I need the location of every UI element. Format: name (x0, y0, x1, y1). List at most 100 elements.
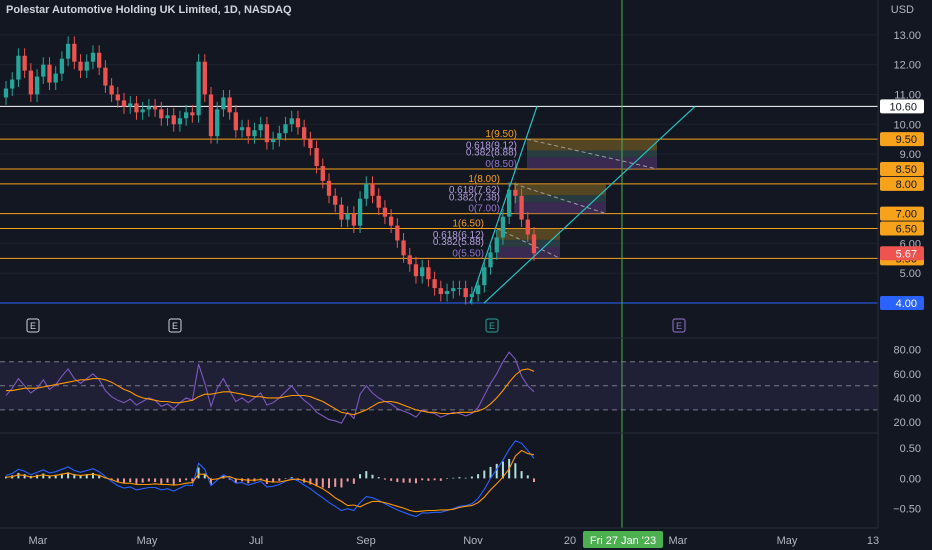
candle-body (513, 189, 518, 196)
time-tick-label: 13 (867, 535, 879, 547)
macd-histogram-bar (98, 474, 101, 479)
time-axis[interactable]: Mar May Jul Sep Nov 20 Mar May 13 Fri 27 Jan '23 (0, 527, 879, 548)
chart-title: Polestar Automotive Holding UK Limited, … (6, 4, 292, 16)
candle-body (252, 130, 257, 137)
trendlines[interactable] (469, 105, 696, 304)
macd-histogram-bar (42, 473, 45, 479)
candle-body (283, 124, 288, 134)
candle-body (72, 43, 77, 62)
rsi-pane (0, 337, 878, 424)
fib-zone-lower (527, 157, 657, 169)
macd-histogram-bar (315, 478, 318, 487)
macd-histogram-bar (464, 477, 467, 479)
fib-label: 0.618(6.12) (433, 230, 484, 241)
price-level-badge-label: 4.00 (896, 298, 917, 310)
macd-histogram-bar (160, 478, 163, 484)
candle-body (34, 76, 40, 95)
candle-body (115, 94, 120, 101)
price-tick-label: 10.00 (893, 119, 921, 131)
candle-body (345, 213, 350, 220)
macd-histogram-bar (365, 471, 368, 479)
fib-zone-middle (514, 195, 606, 203)
macd-histogram-bar (334, 478, 337, 487)
candle-body (165, 115, 170, 119)
rsi-ma-line (6, 368, 535, 416)
candle-body (103, 67, 108, 86)
candle-body (308, 139, 313, 149)
macd-histogram-bar (278, 478, 281, 481)
price-level-badge-label: 9.50 (896, 134, 917, 146)
candle-body (152, 106, 158, 110)
macd-histogram-bar (340, 478, 343, 488)
macd-histogram-bar (470, 476, 473, 479)
macd-histogram-bar (234, 478, 237, 483)
candle-body (289, 118, 294, 125)
macd-histogram-bar (284, 478, 287, 479)
price-level-badge (880, 176, 924, 191)
macd-histogram-bar (533, 478, 535, 483)
time-tick-label: Nov (463, 535, 483, 547)
fib-zone-lower (514, 202, 606, 214)
candle-body (140, 109, 145, 113)
candle-body (413, 264, 419, 277)
trendline-shallow (483, 105, 696, 304)
macd-histogram-bar (209, 478, 212, 485)
trendline-steep (469, 106, 538, 304)
rsi-band (0, 361, 878, 410)
macd-histogram-bar (414, 478, 417, 484)
candle-body (420, 267, 425, 277)
candle-body (376, 195, 381, 208)
candle-body (84, 61, 89, 71)
fib-label: 0.618(7.62) (449, 185, 500, 196)
earnings-marker-label: E (172, 321, 178, 331)
price-axis[interactable]: 13.0012.0011.0010.009.008.007.006.005.00… (877, 0, 924, 528)
time-tick-label: 20 (564, 535, 576, 547)
candle-body (401, 240, 406, 256)
earnings-marker-box (672, 318, 686, 333)
candle-body (121, 100, 127, 107)
fib-zone-diagonal (496, 228, 561, 259)
macd-histogram-bar (439, 478, 442, 481)
horizontal-price-levels[interactable] (0, 105, 878, 304)
candle-body (370, 183, 375, 196)
fib-label: 0.382(5.88) (433, 237, 484, 248)
macd-histogram-bar (129, 478, 132, 483)
macd-histogram-bar (178, 478, 181, 483)
macd-histogram-bar (458, 477, 461, 479)
candle-body (451, 288, 456, 292)
candle-body (519, 195, 524, 220)
candle-body (264, 124, 270, 143)
fib-label: 1(6.50) (452, 219, 484, 230)
fib-zone-diagonal (526, 138, 658, 170)
macd-histogram-bar (352, 478, 355, 484)
macd-histogram-bar (67, 472, 70, 479)
candle-body (270, 139, 276, 143)
fib-label: 0.382(7.38) (449, 192, 500, 203)
candle-body (469, 294, 475, 298)
candle-body (388, 216, 394, 226)
macd-histogram-bar (477, 474, 480, 479)
candle-body (65, 43, 71, 59)
fib-zone-diagonal (513, 183, 607, 215)
candle-body (28, 70, 33, 95)
macd-histogram-bar (290, 477, 293, 479)
price-tick-label: 13.00 (893, 30, 921, 42)
macd-histogram-bar (321, 478, 324, 488)
earnings-marker-box (26, 318, 40, 333)
macd-histogram-bar (489, 466, 492, 479)
candle-body (507, 189, 512, 217)
rsi-line (5, 351, 535, 424)
macd-histogram-bar (377, 477, 380, 479)
candle-body (221, 97, 226, 110)
macd-histogram-bar (446, 478, 449, 479)
candle-body (41, 64, 46, 77)
price-level-badge-label: 8.00 (896, 179, 917, 191)
candle-body (463, 288, 468, 298)
candle-body (258, 124, 263, 131)
macd-histogram-bar (23, 474, 26, 479)
macd-histogram-bar (141, 478, 144, 483)
rsi-tick-label: 40.00 (893, 393, 921, 405)
macd-histogram-bar (346, 478, 349, 482)
